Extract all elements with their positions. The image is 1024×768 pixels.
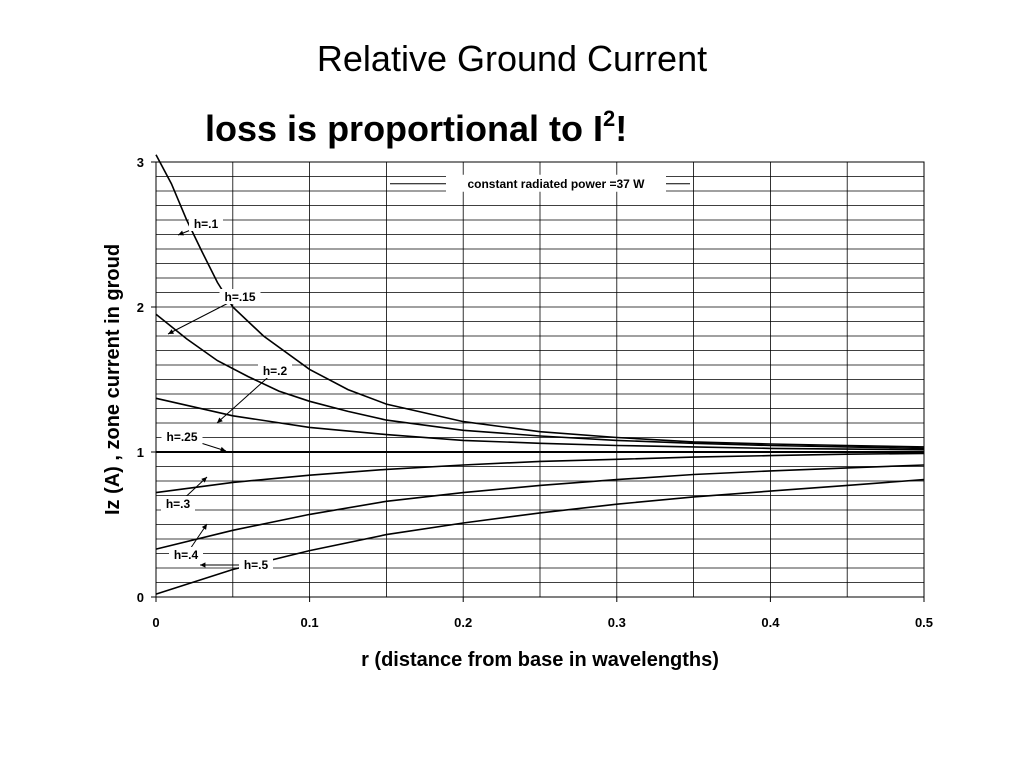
y-axis-title: Iz (A) , zone current in groud [102, 244, 124, 515]
label-background [219, 289, 261, 304]
curves-group [155, 154, 925, 595]
curve-label: h=.15 [224, 290, 255, 304]
x-tick-label: 0.3 [608, 615, 626, 630]
x-axis-title: r (distance from base in wavelengths) [361, 649, 719, 671]
label-background [189, 216, 223, 231]
label-arrowhead [178, 230, 184, 236]
axis-ticks: 0 0.1 0.2 0.3 0.4 0.5 0 1 2 3 [137, 155, 933, 630]
label-background [239, 557, 273, 572]
subtitle-superscript: 2 [603, 106, 616, 131]
y-tick-label: 2 [137, 300, 144, 315]
label-background [169, 547, 203, 562]
label-background [258, 363, 292, 378]
y-tick-label: 1 [137, 445, 144, 460]
x-tick-label: 0.1 [301, 615, 319, 630]
slide-subtitle: loss is proportional to I2! [205, 106, 628, 150]
label-arrowhead [220, 446, 226, 452]
curve-labels: h=.1 h=.15 h=.2 h=.25 h=.3 h=.4 h=.5 [161, 216, 292, 572]
curve-label: h=.1 [194, 217, 219, 231]
label-leader-line [216, 370, 276, 424]
curve-label: h=.3 [166, 497, 191, 511]
annotation-group: constant radiated power =37 W [390, 174, 690, 192]
series-line [155, 452, 925, 494]
curve-label: h=.5 [244, 558, 269, 572]
x-tick-label: 0 [152, 615, 159, 630]
series-line [155, 464, 925, 550]
label-background [161, 429, 203, 444]
series-line [155, 397, 925, 451]
label-arrowhead [168, 329, 174, 334]
curve-label: h=.2 [263, 364, 288, 378]
label-arrowhead [217, 417, 223, 423]
label-arrowhead [201, 477, 207, 483]
series-line [155, 154, 925, 448]
x-tick-label: 0.4 [761, 615, 780, 630]
slide-title: Relative Ground Current [316, 38, 708, 79]
chart-grid [156, 162, 924, 597]
series-line [155, 313, 925, 450]
plot-frame [155, 161, 925, 598]
label-arrowhead [201, 524, 207, 530]
y-tick-label: 0 [137, 590, 144, 605]
curve-label: h=.4 [174, 548, 199, 562]
curve-label: h=.25 [166, 430, 197, 444]
series-line [155, 478, 925, 595]
label-arrowhead [200, 562, 206, 568]
x-tick-label: 0.5 [915, 615, 933, 630]
label-background [161, 496, 195, 511]
y-tick-label: 3 [137, 155, 144, 170]
annotation-background [446, 174, 666, 192]
x-tick-label: 0.2 [454, 615, 472, 630]
subtitle-end: ! [615, 108, 628, 149]
annotation-text: constant radiated power =37 W [467, 177, 645, 191]
subtitle-main: loss is proportional to I [205, 108, 604, 149]
